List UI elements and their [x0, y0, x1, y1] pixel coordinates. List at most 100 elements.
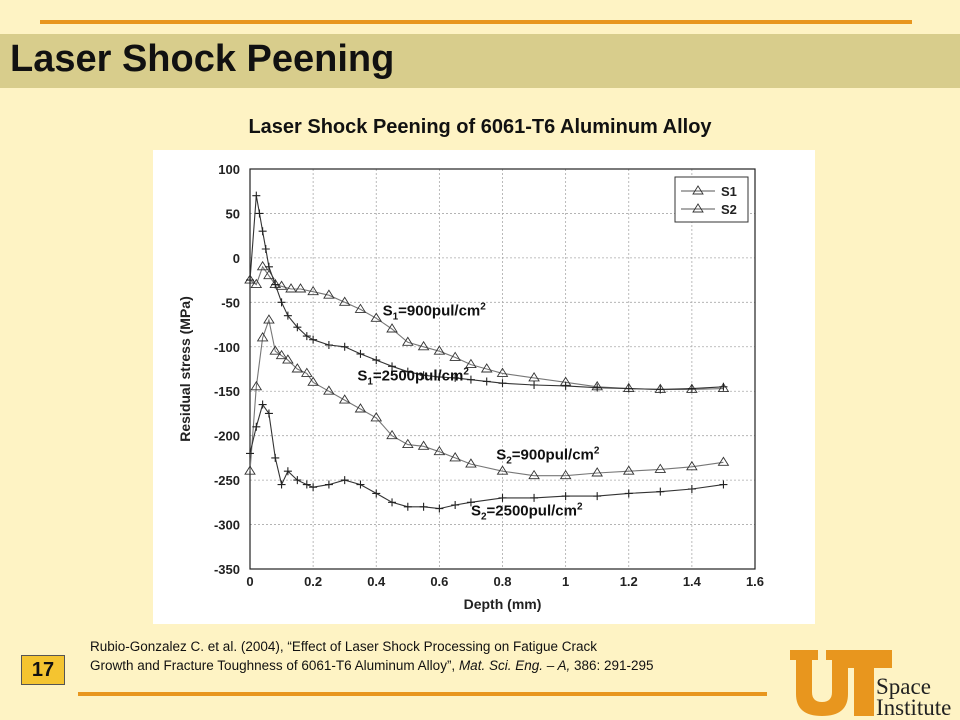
data-point-series-4: [271, 453, 280, 462]
data-point-series-2: [356, 349, 365, 358]
data-point-series-2: [258, 227, 267, 236]
data-point-series-2: [656, 385, 665, 394]
citation: Rubio-Gonzalez C. et al. (2004), “Effect…: [90, 637, 770, 675]
data-point-series-4: [302, 480, 311, 489]
y-tick-label: -50: [221, 295, 240, 310]
data-point-series-4: [309, 483, 318, 492]
y-axis-label: Residual stress (MPa): [177, 296, 193, 442]
data-point-series-4: [593, 492, 602, 501]
data-point-series-1: [275, 280, 288, 290]
slide-title: Laser Shock Peening: [10, 38, 395, 80]
data-point-series-2: [261, 245, 270, 253]
data-point-series-2: [283, 311, 292, 320]
x-tick-label: 0.8: [493, 574, 511, 589]
data-point-series-4: [561, 492, 570, 501]
data-point-series-2: [498, 379, 507, 388]
data-point-series-4: [340, 476, 349, 485]
data-point-series-3: [269, 345, 282, 355]
data-point-series-1: [256, 260, 269, 271]
x-tick-label: 0.4: [367, 574, 386, 589]
logo-line-2: Institute: [876, 695, 952, 720]
legend-entry: S1: [721, 184, 737, 199]
data-point-series-3: [354, 403, 367, 413]
series-line-3: [249, 318, 724, 477]
data-point-series-4: [246, 449, 254, 458]
data-point-series-3: [307, 376, 319, 386]
y-tick-label: -300: [214, 518, 240, 533]
data-point-series-4: [277, 480, 286, 489]
data-point-series-3: [386, 429, 398, 440]
data-point-series-1: [294, 283, 307, 293]
curve-annotation: S1=900pul/cm2: [383, 302, 487, 323]
data-point-series-3: [433, 445, 446, 456]
data-point-series-4: [283, 467, 292, 476]
data-point-series-2: [255, 209, 264, 218]
legend-entry: S2: [721, 202, 737, 217]
data-point-series-1: [323, 289, 335, 299]
data-point-series-3: [622, 465, 635, 475]
x-tick-label: 0: [246, 574, 253, 589]
data-point-series-3: [717, 456, 730, 466]
data-point-series-2: [435, 373, 444, 381]
plot-frame: [249, 168, 756, 570]
data-point-series-2: [561, 381, 570, 390]
data-point-series-4: [687, 485, 696, 493]
y-tick-label: -150: [214, 384, 240, 399]
citation-line-1: Rubio-Gonzalez C. et al. (2004), “Effect…: [90, 639, 597, 654]
data-point-series-1: [717, 382, 730, 393]
data-point-series-1: [433, 345, 446, 355]
data-point-series-3: [654, 463, 667, 473]
data-point-series-4: [252, 422, 261, 431]
data-point-series-2: [246, 276, 254, 285]
data-point-series-2: [719, 382, 728, 391]
data-point-series-3: [417, 440, 430, 450]
data-point-series-3: [528, 469, 540, 480]
data-point-series-4: [719, 480, 728, 489]
data-point-series-3: [402, 438, 414, 449]
data-point-series-3: [301, 367, 313, 377]
data-point-series-1: [386, 323, 398, 333]
data-point-series-4: [324, 480, 333, 489]
data-point-series-3: [686, 460, 698, 471]
citation-journal: Mat. Sci. Eng. – A,: [458, 658, 571, 673]
data-point-series-2: [388, 362, 397, 371]
title-band: [0, 34, 960, 88]
data-point-series-1: [449, 351, 461, 361]
x-tick-label: 0.2: [304, 574, 322, 589]
data-point-series-2: [277, 298, 286, 307]
data-point-series-4: [498, 493, 507, 502]
data-point-series-3: [291, 363, 304, 373]
data-point-series-2: [340, 342, 349, 351]
legend-marker: [692, 203, 704, 213]
data-point-series-1: [370, 312, 383, 322]
data-point-series-3: [256, 332, 269, 342]
chart-title: Laser Shock Peening of 6061-T6 Aluminum …: [248, 116, 712, 138]
logo-line-1: Space: [876, 674, 931, 699]
data-point-series-4: [356, 480, 365, 489]
data-point-series-4: [258, 400, 267, 409]
data-point-series-2: [309, 335, 318, 344]
data-point-series-1: [285, 283, 297, 293]
data-point-series-1: [307, 285, 319, 296]
data-point-series-1: [417, 340, 430, 351]
data-point-series-3: [449, 452, 461, 462]
data-point-series-3: [496, 465, 509, 475]
data-point-series-3: [275, 349, 288, 360]
legend-box: [674, 176, 749, 223]
series-line-4: [249, 403, 724, 510]
data-point-series-4: [264, 409, 273, 418]
page-number-badge: 17: [21, 655, 65, 685]
data-point-series-1: [480, 363, 493, 373]
data-point-series-3: [250, 380, 263, 391]
data-point-series-2: [264, 262, 273, 271]
x-tick-label: 0.6: [430, 574, 448, 589]
data-point-series-3: [591, 467, 603, 477]
data-point-series-4: [624, 489, 633, 498]
y-tick-label: -350: [214, 562, 240, 577]
x-tick-label: 1: [562, 574, 569, 589]
curve-annotation: S1=2500pul/cm2: [357, 367, 469, 388]
x-tick-label: 1.6: [746, 574, 764, 589]
y-tick-label: -250: [214, 473, 240, 488]
data-point-series-2: [302, 332, 311, 341]
data-point-series-4: [419, 502, 428, 511]
